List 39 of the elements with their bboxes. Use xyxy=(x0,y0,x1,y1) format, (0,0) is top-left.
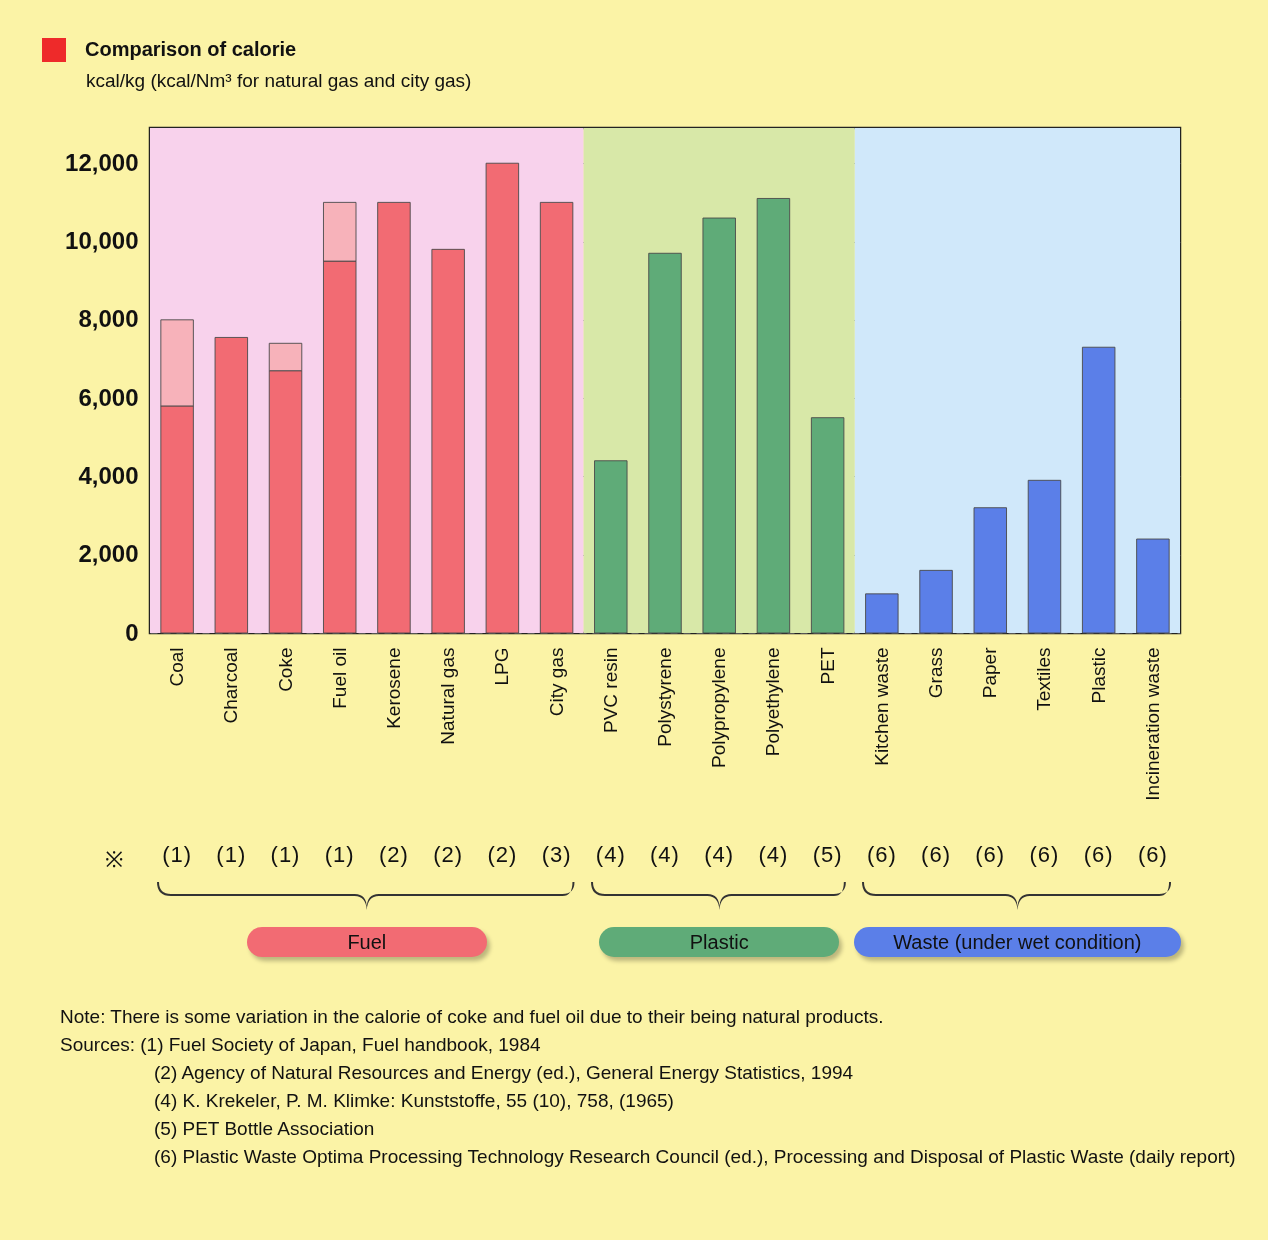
x-tick-label: Grass xyxy=(925,647,947,699)
x-tick-label: Textiles xyxy=(1033,647,1055,711)
source-note: Sources: (1) Fuel Society of Japan, Fuel handbook, 1984 xyxy=(60,1034,542,1056)
chart-title: Comparison of calorie xyxy=(85,38,297,61)
y-tick-label: 0 xyxy=(125,618,139,646)
y-tick-label: 6,000 xyxy=(78,383,139,411)
text: Note: There is some variation in the calorie of coke and fuel oil due to their being natural products. xyxy=(60,1006,885,1028)
x-tick-label: Natural gas xyxy=(437,647,459,745)
x-tick-label: Kerosene xyxy=(382,647,404,729)
y-tick-label: 4,000 xyxy=(78,461,139,489)
x-tick-label: PVC resin xyxy=(599,647,621,734)
text: (6) Plastic Waste Optima Processing Technology Research Council (ed.), Processing and Disposal of Plastic Waste (daily report) xyxy=(154,1146,1237,1168)
y-tick-label: 8,000 xyxy=(78,305,139,333)
x-tick-label: Polypropylene xyxy=(708,647,730,768)
x-tick-label: Coke xyxy=(274,647,296,692)
x-tick-label: Incineration waste xyxy=(1141,647,1163,801)
y-tick-label: 2,000 xyxy=(78,540,139,568)
x-tick-label: City gas xyxy=(545,647,567,717)
text: (5) PET Bottle Association xyxy=(154,1118,376,1140)
x-tick-label: PET xyxy=(816,647,838,685)
text: (4) K. Krekeler, P. M. Klimke: Kunststoffe, 55 (10), 758, (1965) xyxy=(154,1090,675,1112)
text: (2) Agency of Natural Resources and Energy (ed.), General Energy Statistics, 1994 xyxy=(154,1062,855,1084)
text: ※ (1) (1) (1) (1) (2) (2) (2) (3) (4) (4) (4) (4) (5) (6) (6) (6) (6) (6) (6) xyxy=(105,842,1168,872)
x-tick-label: Plastic xyxy=(1087,647,1109,704)
x-tick-label: Coal xyxy=(166,647,188,687)
x-tick-label: Polystyrene xyxy=(654,647,675,747)
x-tick-label: Charcoal xyxy=(220,647,242,724)
text: Fuel xyxy=(246,927,487,957)
x-tick-label: LPG xyxy=(491,647,513,686)
y-tick-label: 12,000 xyxy=(65,148,139,176)
x-tick-label: Fuel oil xyxy=(328,647,350,709)
y-tick-label: 10,000 xyxy=(65,227,139,255)
x-tick-label: Paper xyxy=(979,646,1001,699)
x-tick-label: Kitchen waste xyxy=(870,647,892,766)
text: Plastic xyxy=(599,927,840,957)
text: Waste (under wet condition) xyxy=(853,927,1181,957)
x-tick-label: Polyethylene xyxy=(762,647,784,757)
chart-subtitle: kcal/kg (kcal/Nm³ for natural gas and city gas) xyxy=(86,70,472,92)
bar xyxy=(865,593,899,634)
